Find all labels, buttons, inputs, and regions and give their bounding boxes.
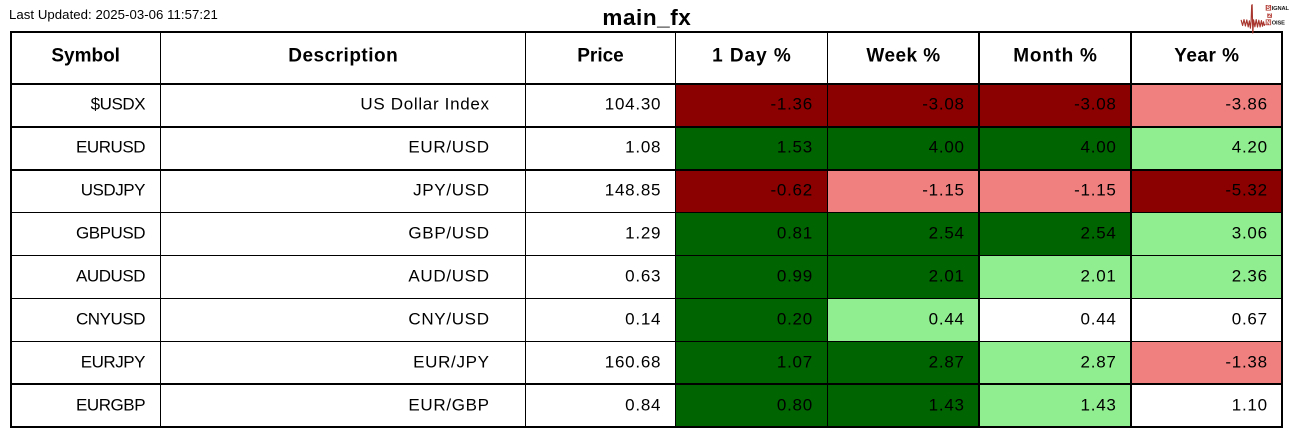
svg-text:OISE: OISE — [1272, 21, 1285, 27]
svg-text:IGNAL: IGNAL — [1272, 6, 1290, 12]
svg-text:N: N — [1266, 21, 1270, 27]
svg-text:S: S — [1266, 6, 1270, 12]
svg-text:2: 2 — [1268, 13, 1271, 19]
